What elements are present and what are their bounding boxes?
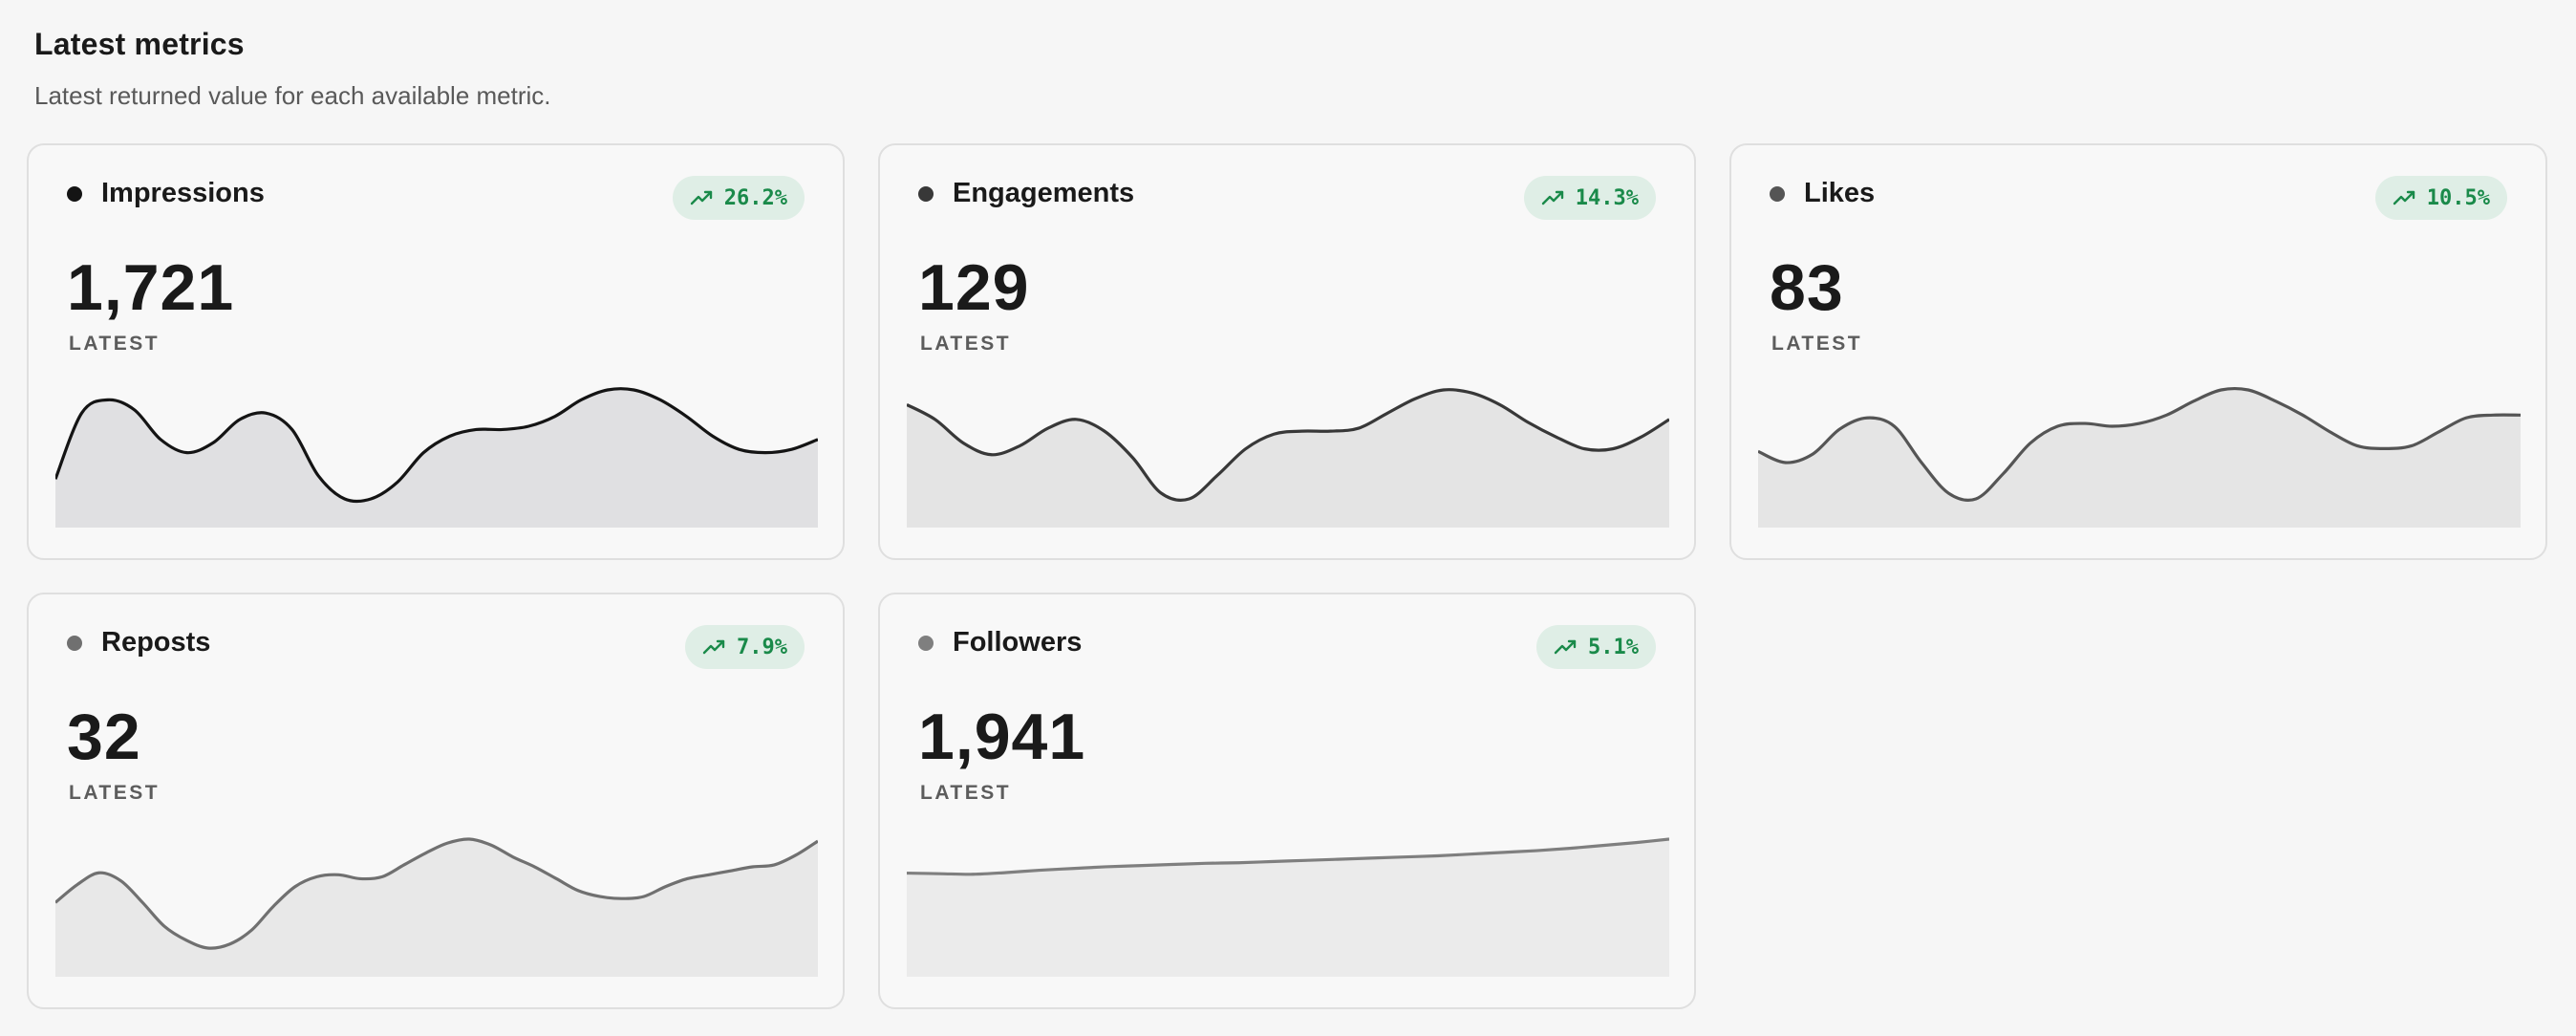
metric-card-likes: Likes 10.5% 83 LATEST (1729, 143, 2547, 560)
sparkline-chart (907, 837, 1669, 977)
page-title: Latest metrics (34, 27, 245, 61)
series-dot-icon (918, 635, 934, 651)
metric-card-followers: Followers 5.1% 1,941 LATEST (878, 593, 1696, 1009)
metric-name: Impressions (101, 178, 265, 208)
change-badge: 14.3% (1523, 176, 1656, 220)
trending-up-icon (2393, 190, 2415, 205)
metric-card-header: Engagements (918, 178, 1134, 209)
sparkline-chart (55, 837, 818, 977)
page-subtitle: Latest returned value for each available… (34, 81, 551, 110)
series-dot-icon (918, 185, 934, 202)
metric-card-header: Followers (918, 627, 1082, 658)
metric-caption: LATEST (920, 782, 1012, 804)
metric-value: 129 (918, 251, 1030, 324)
metric-card-header: Impressions (67, 178, 265, 209)
sparkline-area (907, 389, 1669, 528)
sparkline-line (55, 387, 818, 504)
metric-name: Likes (1804, 178, 1876, 208)
series-dot-icon (67, 185, 82, 202)
sparkline-line (55, 837, 818, 950)
change-value: 26.2% (723, 185, 787, 210)
metric-caption: LATEST (69, 333, 161, 355)
sparkline-area (1758, 388, 2521, 528)
sparkline-area (907, 839, 1669, 977)
change-badge: 5.1% (1536, 625, 1656, 669)
change-value: 10.5% (2426, 185, 2490, 210)
metric-value: 32 (67, 701, 141, 773)
sparkline-area (55, 838, 818, 977)
metric-card-impressions: Impressions 26.2% 1,721 LATEST (27, 143, 845, 560)
trending-up-icon (702, 639, 725, 655)
metric-value: 83 (1770, 251, 1844, 324)
trending-up-icon (690, 190, 712, 205)
series-dot-icon (67, 635, 82, 651)
sparkline-chart (907, 388, 1669, 528)
metric-card-header: Likes (1770, 178, 1875, 209)
metric-card-header: Reposts (67, 627, 210, 658)
trending-up-icon (1541, 190, 1563, 205)
metric-name: Engagements (953, 178, 1135, 208)
change-value: 14.3% (1575, 185, 1639, 210)
change-value: 7.9% (737, 635, 787, 659)
change-badge: 26.2% (672, 176, 805, 220)
series-dot-icon (1770, 185, 1785, 202)
metric-caption: LATEST (69, 782, 161, 804)
sparkline-line (907, 388, 1669, 502)
metric-card-reposts: Reposts 7.9% 32 LATEST (27, 593, 845, 1009)
metric-name: Reposts (101, 627, 211, 658)
sparkline-chart (1758, 386, 2521, 528)
metric-name: Followers (953, 627, 1083, 658)
sparkline-area (55, 388, 818, 528)
change-value: 5.1% (1588, 635, 1639, 659)
sparkline-line (1758, 386, 2521, 503)
metric-value: 1,721 (67, 251, 235, 324)
sparkline-chart (55, 387, 818, 528)
trending-up-icon (1554, 639, 1577, 655)
change-badge: 7.9% (685, 625, 805, 669)
metric-value: 1,941 (918, 701, 1086, 773)
metric-card-engagements: Engagements 14.3% 129 LATEST (878, 143, 1696, 560)
page-header: Latest metrics Latest returned value for… (34, 27, 551, 111)
change-badge: 10.5% (2374, 176, 2507, 220)
metric-caption: LATEST (920, 333, 1012, 355)
sparkline-line (907, 837, 1669, 876)
metric-caption: LATEST (1771, 333, 1863, 355)
